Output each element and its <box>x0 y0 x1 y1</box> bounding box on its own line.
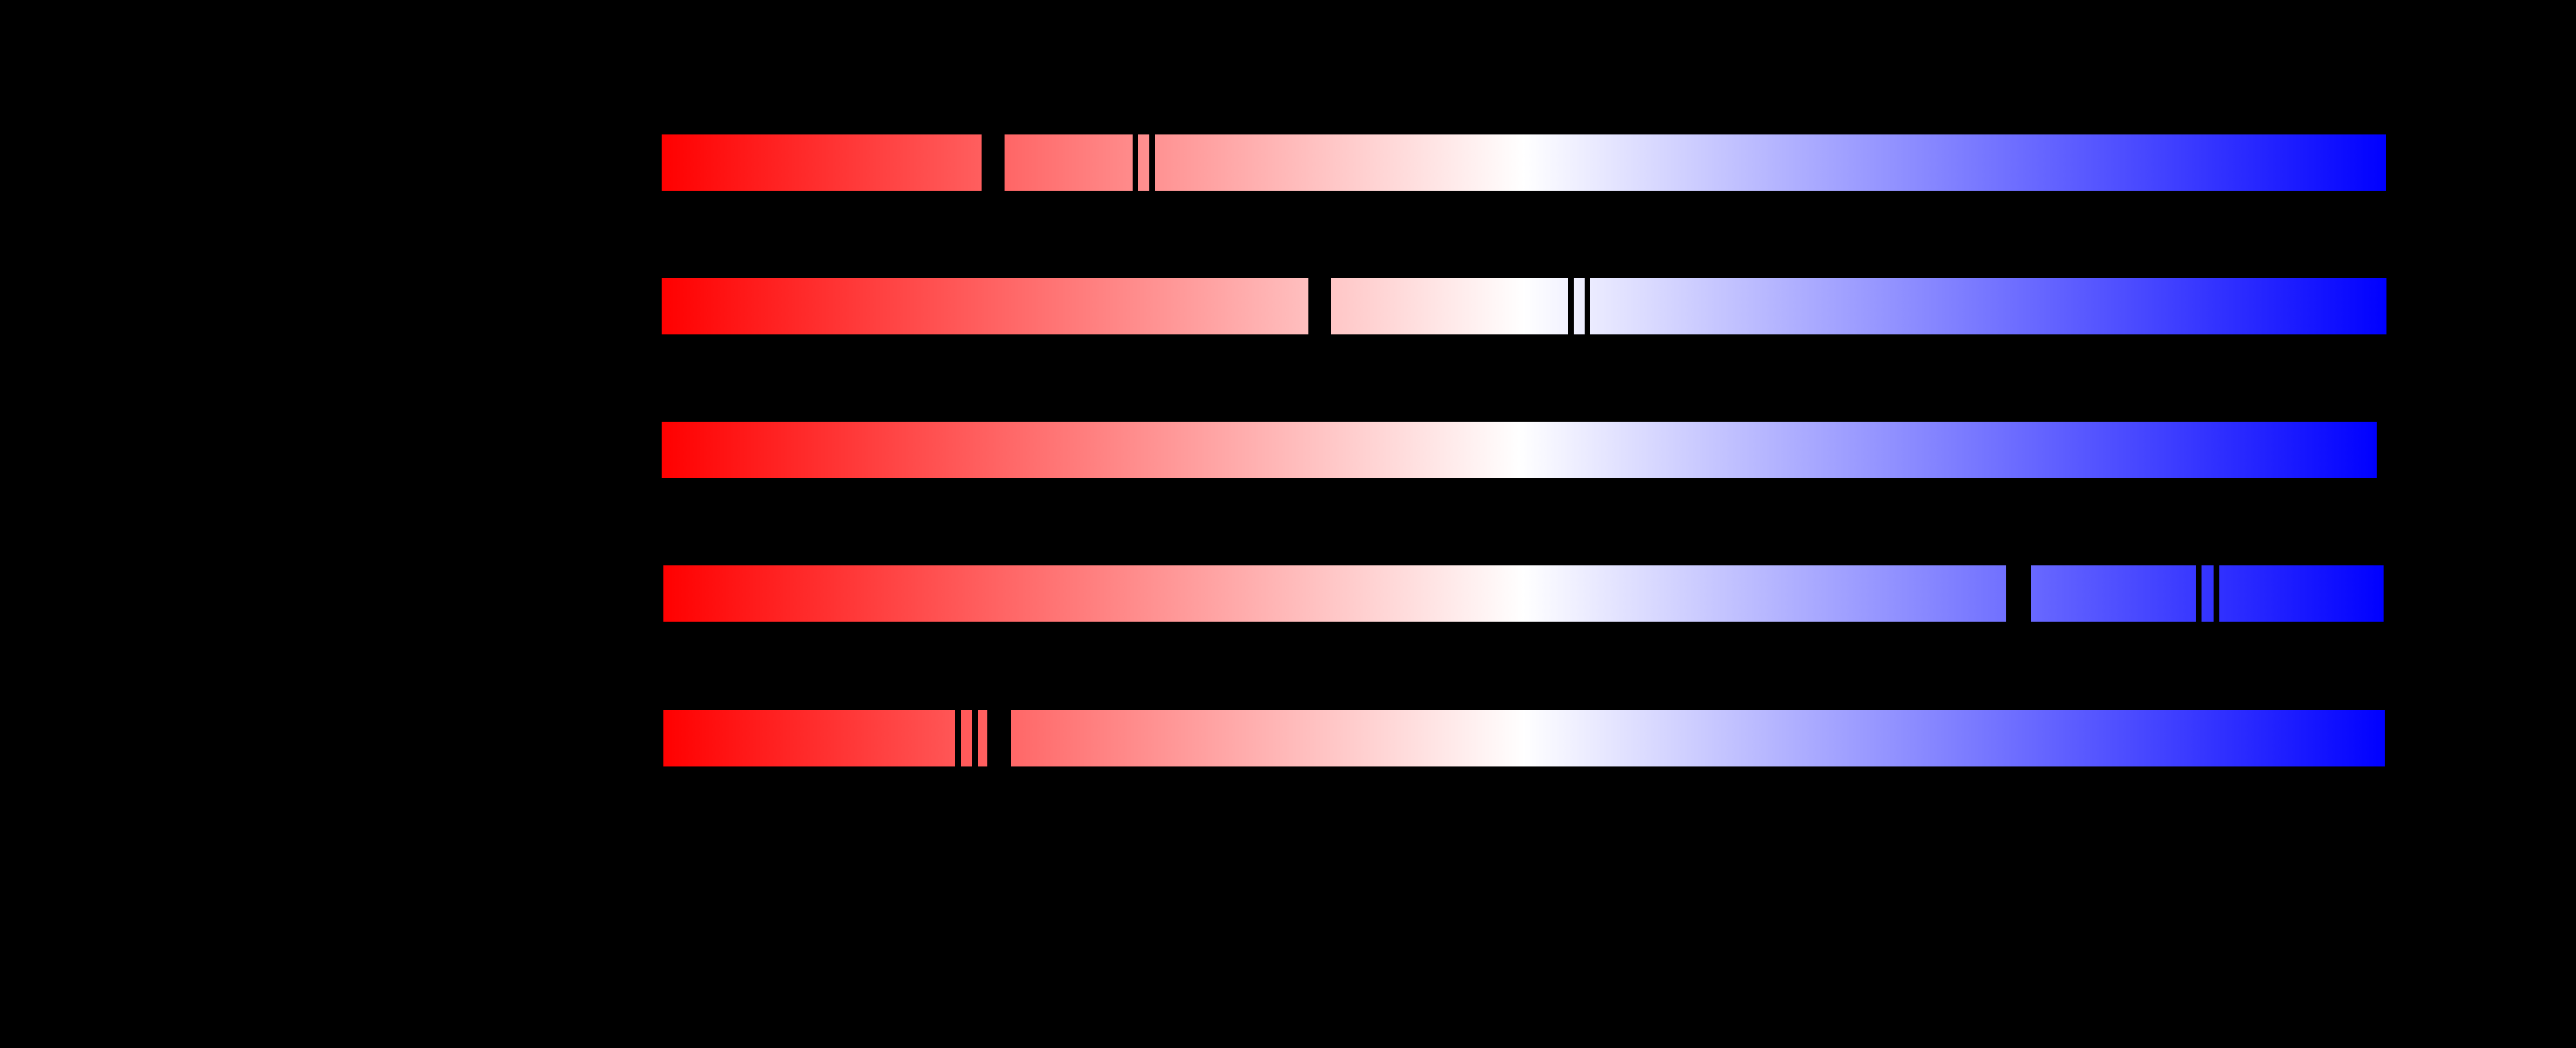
bar-5-tick-marker <box>972 710 978 766</box>
gradient-bar-1 <box>662 134 2386 191</box>
bar-5-gap-marker <box>987 710 1011 766</box>
bar-2-tick-marker <box>1568 278 1574 334</box>
bar-4-tick-marker <box>2214 565 2219 622</box>
bar-2-gap-marker <box>1308 278 1331 334</box>
bar-5-tick-marker <box>955 710 961 766</box>
bar-1-tick-marker <box>1149 134 1155 191</box>
bar-2-tick-marker <box>1585 278 1590 334</box>
gradient-bar-2 <box>662 278 2386 334</box>
bar-4-tick-marker <box>2196 565 2202 622</box>
bar-1-tick-marker <box>1133 134 1138 191</box>
gradient-bar-3 <box>662 422 2377 478</box>
bar-4-gap-marker <box>2006 565 2031 622</box>
bar-1-gap-marker <box>982 134 1005 191</box>
gradient-bar-5 <box>663 710 2385 766</box>
gradient-bar-4 <box>663 565 2384 622</box>
